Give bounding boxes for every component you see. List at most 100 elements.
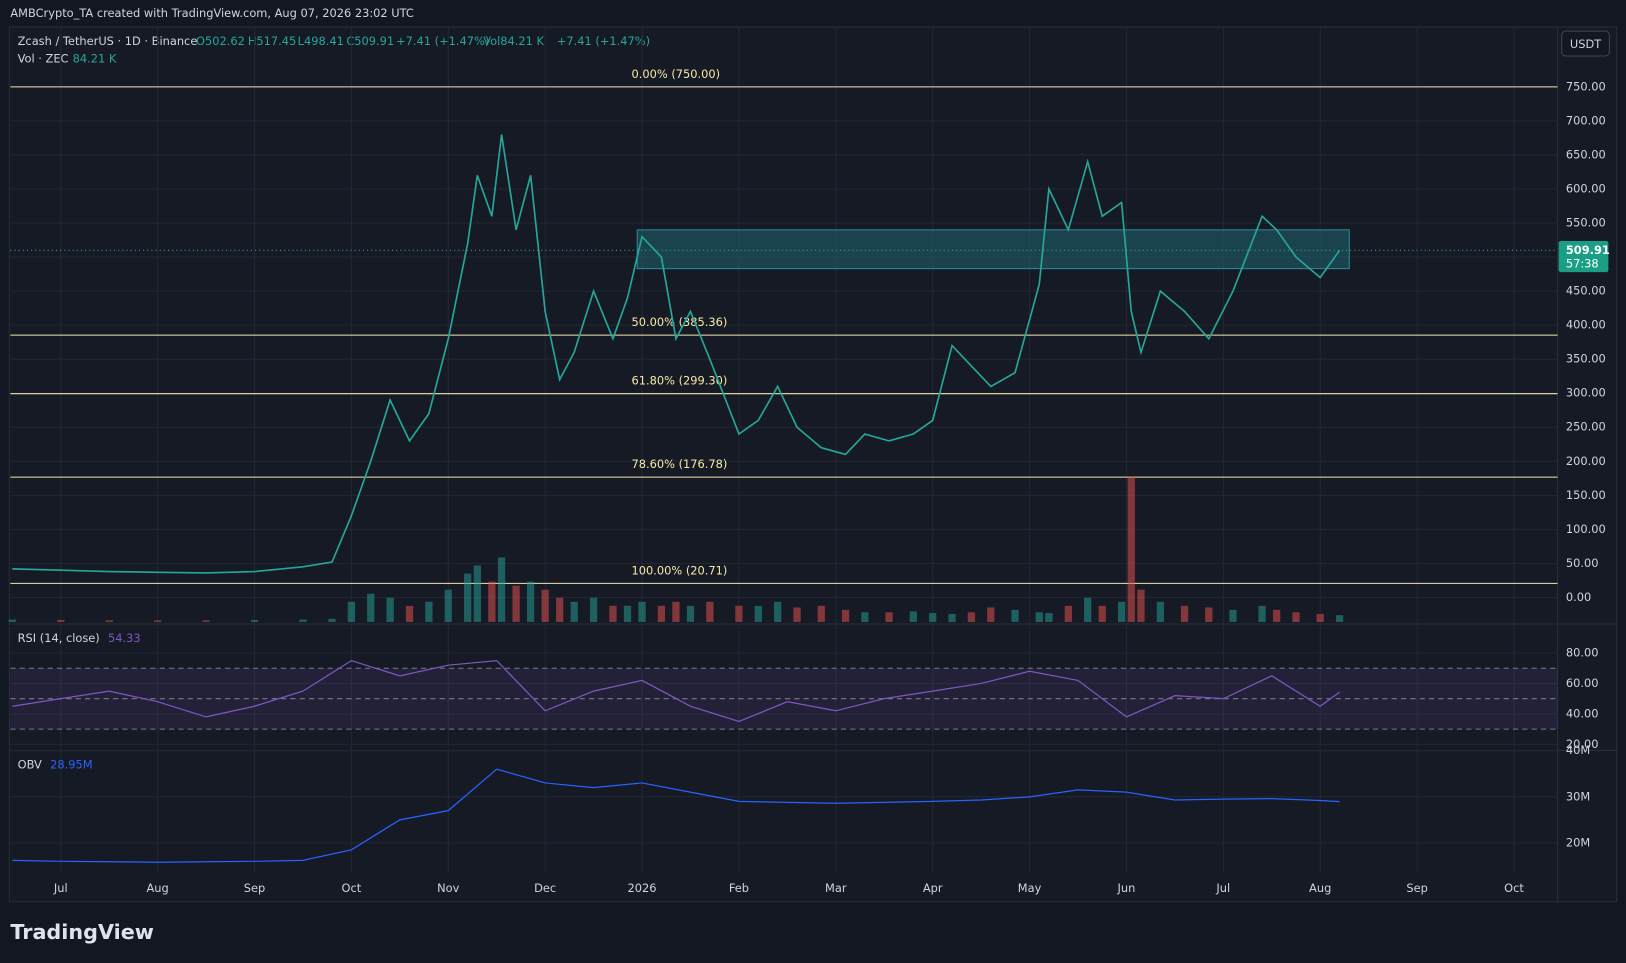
volume-bar	[841, 609, 850, 622]
volume-bar	[706, 601, 714, 622]
chart-frame	[8, 26, 1618, 903]
fib-label: 61.80% (299.30)	[632, 374, 728, 388]
rsi-band	[10, 668, 1558, 730]
volume-bar	[1117, 601, 1126, 622]
volume-bar	[105, 620, 113, 622]
series-line	[12, 134, 1341, 574]
open: O502.62	[196, 34, 245, 48]
volume-bar	[8, 619, 16, 622]
y-tick-label: 750.00	[1566, 79, 1606, 93]
volume-bar	[793, 607, 801, 622]
x-tick-label: May	[1018, 881, 1042, 895]
volume-bar	[909, 611, 917, 622]
volume-bar	[987, 607, 995, 622]
y-tick-label: 600.00	[1566, 181, 1606, 195]
y-tick-label: 550.00	[1566, 216, 1606, 230]
volume-bar	[444, 589, 452, 622]
y-tick-label: 50.00	[1566, 556, 1599, 570]
symbol-title: Zcash / TetherUS · 1D · Binance	[18, 34, 198, 48]
volume-bar	[570, 601, 578, 622]
y-tick-label: 0.00	[1566, 590, 1591, 604]
volume-bar	[638, 601, 646, 622]
volume-bar	[1156, 601, 1164, 622]
volume-bar	[57, 619, 65, 622]
volume-bar	[754, 605, 762, 622]
x-tick-label: Sep	[1406, 881, 1427, 895]
countdown: 57:38	[1566, 256, 1599, 270]
volume-bar	[929, 613, 937, 622]
y-tick-label: 400.00	[1566, 318, 1606, 332]
volume-bar	[774, 601, 782, 622]
fib-label: 0.00% (750.00)	[632, 67, 721, 81]
currency-button[interactable]	[1561, 30, 1610, 57]
volume-bar	[425, 601, 433, 622]
volume-bar	[686, 605, 695, 622]
volume-bar	[541, 589, 549, 622]
volume-bar	[672, 601, 680, 622]
volume-bar	[861, 612, 869, 622]
volume-bar	[1316, 613, 1324, 622]
volume-bar	[1335, 615, 1344, 622]
x-tick-label: Jul	[1215, 881, 1230, 895]
volume-bar	[202, 620, 210, 622]
pane-last-value: 54.33	[108, 631, 141, 645]
x-tick-label: 2026	[628, 881, 657, 895]
y-tick-label: 100.00	[1566, 522, 1606, 536]
y-tick-label: 700.00	[1566, 113, 1606, 127]
series-line	[12, 768, 1340, 863]
volume-bar	[1084, 597, 1092, 622]
volume-bar	[405, 605, 414, 622]
x-tick-label: Oct	[342, 881, 362, 895]
volume-bar	[1045, 613, 1053, 622]
volume-bar	[328, 618, 336, 622]
high: H517.45	[248, 34, 296, 48]
volume-bar	[1011, 609, 1019, 622]
change: +7.41 (+1.47%)	[396, 34, 489, 48]
credit: AMBCrypto_TA created with TradingView.co…	[10, 6, 414, 20]
volume-bar	[1229, 609, 1237, 622]
volume-bar	[299, 619, 307, 622]
x-tick-label: Aug	[147, 881, 169, 895]
volume-bar	[817, 605, 825, 622]
last-price-box	[1558, 240, 1609, 273]
volume-bar	[657, 605, 666, 622]
volume-bar	[1272, 609, 1281, 622]
volume-bar	[250, 619, 259, 622]
volume-change: +7.41 (+1.47%)	[557, 34, 650, 48]
volume-bar	[1127, 476, 1135, 622]
x-tick-label: Aug	[1309, 881, 1331, 895]
fib-label: 78.60% (176.78)	[632, 457, 728, 471]
volume-bar	[1064, 605, 1072, 622]
y-tick-label: 60.00	[1566, 676, 1599, 690]
x-tick-label: Jul	[53, 881, 68, 895]
volume-bar	[556, 597, 564, 622]
volume-bar	[347, 601, 356, 622]
brand: TradingView	[10, 920, 154, 944]
y-tick-label: 300.00	[1566, 386, 1606, 400]
series-line	[12, 659, 1340, 723]
x-tick-label: Nov	[437, 881, 459, 895]
x-tick-label: Apr	[923, 881, 943, 895]
volume-bar	[623, 605, 632, 622]
volume-bar	[735, 605, 743, 622]
supply-zone	[636, 229, 1350, 270]
volume-bar	[367, 593, 375, 622]
volume-bar	[1035, 612, 1043, 622]
currency[interactable]: USDT	[1570, 37, 1601, 51]
y-tick-label: 650.00	[1566, 147, 1606, 161]
volume-bar	[1180, 605, 1189, 622]
pane-last-value: 28.95M	[50, 758, 92, 772]
volume-legend: Vol · ZEC	[18, 52, 69, 66]
y-tick-label: 40.00	[1566, 706, 1599, 720]
volume-bar	[1098, 605, 1106, 622]
y-tick-label: 200.00	[1566, 454, 1606, 468]
fib-label: 100.00% (20.71)	[632, 563, 728, 577]
pane-title: OBV	[18, 758, 42, 772]
volume-bar	[609, 605, 617, 622]
y-tick-label: 450.00	[1566, 284, 1606, 298]
volume-bar	[497, 557, 506, 622]
volume-bar	[1258, 605, 1266, 622]
volume-bar	[153, 620, 162, 622]
x-tick-label: Feb	[729, 881, 749, 895]
